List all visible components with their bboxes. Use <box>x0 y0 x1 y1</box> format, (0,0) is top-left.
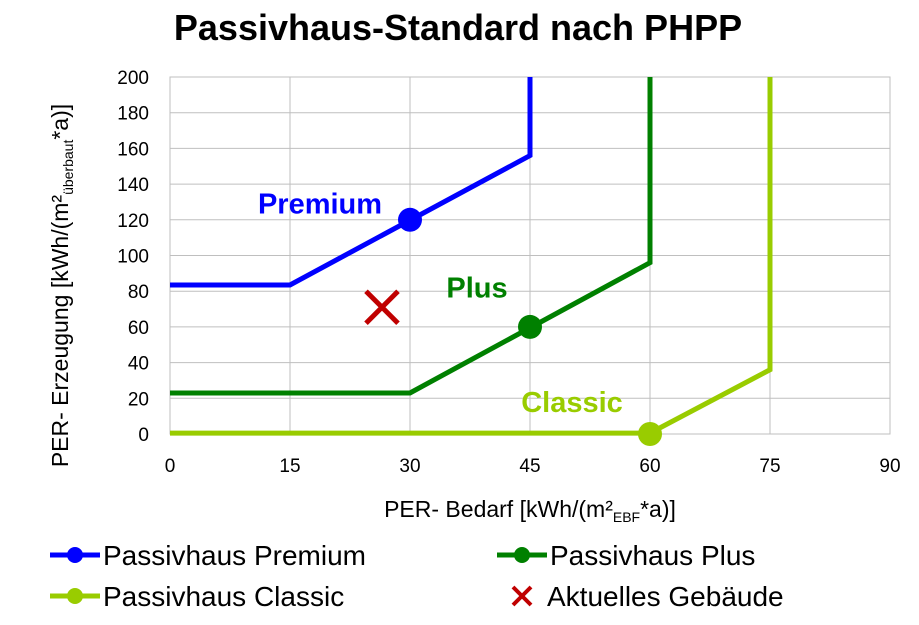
legend-entry-label: Passivhaus Premium <box>103 540 366 571</box>
x-tick-label: 15 <box>279 456 300 477</box>
legend-swatch-marker <box>67 588 83 604</box>
current-building-cross-stroke <box>364 289 400 326</box>
series-marker <box>398 207 422 232</box>
axis-label-subscript: überbaut <box>60 140 76 195</box>
series-markers <box>398 207 662 446</box>
x-tick-label: 45 <box>519 456 540 477</box>
x-tick-label: 0 <box>165 456 176 477</box>
y-tick-label: 100 <box>117 247 149 268</box>
series-annotations: Premium Plus Classic <box>258 189 623 419</box>
y-axis-ticks: 0 20 40 60 80 100 120 140 160 180 200 <box>117 68 149 446</box>
x-tick-label: 90 <box>879 456 900 477</box>
series-marker <box>518 314 542 339</box>
y-tick-label: 200 <box>117 68 149 89</box>
axis-label-text: *a)] <box>640 496 676 522</box>
series-line <box>170 77 773 436</box>
legend-cross-stroke <box>511 585 533 607</box>
y-tick-label: 60 <box>128 318 149 339</box>
y-tick-label: 120 <box>117 211 149 232</box>
series-annotation: Plus <box>446 273 507 305</box>
x-axis-ticks: 0 15 30 45 60 75 90 <box>165 456 901 477</box>
legend-entry-label: Passivhaus Plus <box>550 540 755 571</box>
legend: Passivhaus Premium Passivhaus Plus Passivh… <box>50 540 784 612</box>
axis-label-text: PER- Erzeugung [kWh/(m² <box>47 195 73 468</box>
y-tick-label: 40 <box>128 354 149 375</box>
y-tick-label: 0 <box>138 425 149 446</box>
y-tick-label: 80 <box>128 282 149 303</box>
axis-label-text: *a)] <box>47 104 73 140</box>
y-tick-label: 160 <box>117 139 149 160</box>
y-tick-label: 20 <box>128 389 149 410</box>
legend-swatch-marker <box>67 547 83 563</box>
axis-label-subscript: EBF <box>613 509 640 525</box>
y-tick-label: 180 <box>117 104 149 125</box>
series-line <box>170 77 533 288</box>
series-marker <box>638 422 662 446</box>
legend-swatch-marker <box>514 547 530 563</box>
x-axis-label: PER- Bedarf [kWh/(m²EBF*a)] <box>384 496 676 525</box>
series-annotation: Classic <box>521 387 623 419</box>
chart-title: Passivhaus-Standard nach PHPP <box>174 7 742 48</box>
axis-label-text: PER- Bedarf [kWh/(m² <box>384 496 613 522</box>
legend-entry-label: Aktuelles Gebäude <box>547 581 784 612</box>
series-annotation: Premium <box>258 189 382 221</box>
x-tick-label: 30 <box>399 456 420 477</box>
y-tick-label: 140 <box>117 175 149 196</box>
x-tick-label: 60 <box>639 456 660 477</box>
y-axis-label: PER- Erzeugung [kWh/(m²überbaut*a)] <box>47 104 76 467</box>
current-building-marker <box>364 289 400 326</box>
x-tick-label: 75 <box>759 456 780 477</box>
legend-entry-label: Passivhaus Classic <box>103 581 344 612</box>
